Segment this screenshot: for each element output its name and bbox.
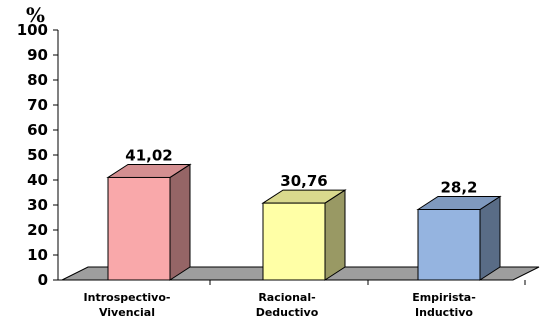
y-tick-label: 60: [27, 121, 48, 139]
y-tick-label: 80: [27, 71, 48, 89]
y-tick-label: 30: [27, 196, 48, 214]
data-label: 41,02: [125, 146, 172, 164]
bar-front: [107, 176, 171, 281]
y-unit-label: %: [26, 3, 45, 27]
y-tick-label: 100: [17, 21, 48, 39]
bar-front: [417, 209, 481, 281]
y-tick-label: 70: [27, 96, 48, 114]
y-tick-label: 90: [27, 46, 48, 64]
y-tick-label: 0: [38, 271, 48, 289]
bar-side: [169, 163, 191, 281]
bar-side: [479, 195, 501, 281]
bar-front: [262, 202, 326, 281]
category-label: Introspectivo-: [84, 291, 171, 304]
y-tick-label: 10: [27, 246, 48, 264]
bar: [416, 195, 502, 281]
bar: [106, 163, 192, 281]
bar: [261, 189, 347, 281]
bar-side: [324, 189, 346, 281]
data-label: 30,76: [280, 172, 327, 190]
y-tick-label: 20: [27, 221, 48, 239]
bars: [106, 163, 502, 281]
category-label: Empirista-: [412, 291, 476, 304]
category-label: Racional-: [258, 291, 315, 304]
y-tick-label: 40: [27, 171, 48, 189]
category-label: Inductivo: [415, 306, 473, 319]
category-label: Vivencial: [99, 306, 155, 319]
labels: % 41,02 30,76 28,2 Introspectivo- Vivencial Ra…: [26, 3, 478, 319]
data-label: 28,2: [440, 179, 477, 197]
y-tick-label: 50: [27, 146, 48, 164]
category-label: Deductivo: [256, 306, 319, 319]
